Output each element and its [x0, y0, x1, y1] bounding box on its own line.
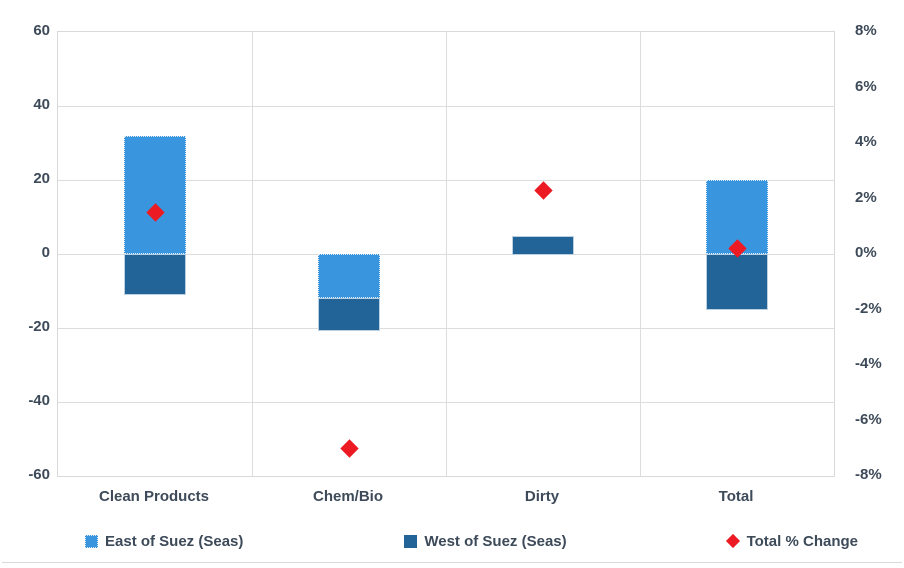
right-axis-tick-0: 0%: [855, 244, 877, 261]
left-axis-tick-40: 40: [33, 96, 50, 113]
plot-area: [57, 31, 835, 477]
marker-total-change-chem-bio: [340, 439, 359, 458]
bar-west-of-suez-seas-dirty: [512, 236, 574, 255]
right-axis-tick-2: 2%: [855, 188, 877, 206]
bar-west-of-suez-seas-chem-bio: [318, 298, 380, 331]
v-gridline-1: [252, 32, 253, 476]
right-axis-tick-6: 6%: [855, 77, 877, 95]
right-axis-tick-4: 4%: [855, 133, 877, 150]
v-gridline-3: [640, 32, 641, 476]
right-axis-tick-8: -8%: [855, 466, 882, 483]
right-axis-tick-8: 8%: [855, 22, 877, 39]
legend-label-east-of-suez: East of Suez (Seas): [105, 532, 244, 550]
legend-item-total-pct-change: Total % Change: [725, 532, 858, 550]
left-axis-tick-60: 60: [33, 22, 50, 39]
left-axis-tick-0: 0: [41, 244, 50, 261]
legend: East of Suez (Seas) West of Suez (Seas) …: [85, 529, 858, 553]
bar-east-of-suez-seas-chem-bio: [318, 254, 380, 298]
legend-item-east-of-suez: East of Suez (Seas): [85, 533, 243, 550]
category-label-dirty: Dirty: [524, 488, 560, 505]
legend-label-west-of-suez: West of Suez (Seas): [424, 532, 567, 550]
right-axis-tick-6: -6%: [855, 410, 882, 428]
legend-item-west-of-suez: West of Suez (Seas): [404, 532, 567, 550]
bar-west-of-suez-seas-total: [706, 254, 768, 310]
east-of-suez-swatch-icon: [85, 534, 98, 548]
marker-total-change-dirty: [534, 181, 553, 200]
bar-west-of-suez-seas-clean-products: [124, 254, 186, 295]
bar-east-of-suez-seas-clean-products: [124, 136, 186, 254]
category-label-total: Total: [718, 488, 754, 505]
chart-bottom-divider: [2, 562, 902, 563]
legend-label-total-pct-change: Total % Change: [746, 532, 858, 550]
v-gridline-2: [446, 32, 447, 476]
right-axis-tick-4: -4%: [855, 355, 882, 372]
left-axis-tick-20: 20: [33, 170, 50, 187]
west-of-suez-swatch-icon: [404, 534, 418, 548]
total-pct-change-diamond-icon: [725, 533, 740, 549]
category-label-chem-bio: Chem/Bio: [312, 488, 384, 505]
category-label-clean-products: Clean Products: [98, 488, 210, 505]
left-axis-tick-20: -20: [28, 318, 50, 335]
left-axis-tick-60: -60: [28, 466, 50, 483]
left-axis-tick-40: -40: [28, 392, 50, 409]
right-axis-tick-2: -2%: [855, 299, 882, 317]
